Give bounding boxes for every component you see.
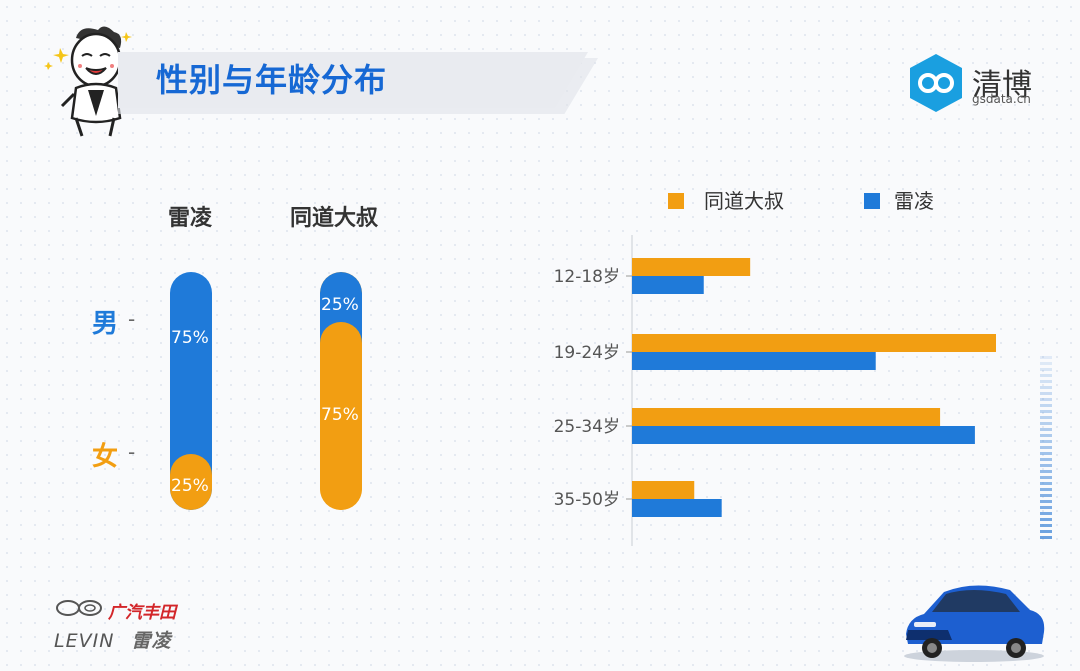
gender-bar-left-female xyxy=(170,454,212,510)
gender-right-male-value: 25% xyxy=(321,295,359,315)
stripe-12 xyxy=(1040,428,1052,431)
gender-left-female-value: 25% xyxy=(171,476,209,496)
gender-left-male-value: 75% xyxy=(171,328,209,348)
bar-tongdao-3 xyxy=(632,481,695,499)
stripe-2 xyxy=(1040,368,1052,371)
stripe-10 xyxy=(1040,416,1052,419)
stripe-17 xyxy=(1040,458,1052,461)
stripe-29 xyxy=(1040,530,1052,533)
bar-tongdao-2 xyxy=(632,408,941,426)
stripe-22 xyxy=(1040,488,1052,491)
gender-bar-left xyxy=(170,272,212,510)
logo-domain: gsdata.cn xyxy=(972,92,1031,106)
y-tick-label-3: 35-50岁 xyxy=(554,490,620,510)
stripe-15 xyxy=(1040,446,1052,449)
bar-leiling-1 xyxy=(632,352,876,370)
stripe-16 xyxy=(1040,452,1052,455)
y-tick-label-0: 12-18岁 xyxy=(554,267,620,287)
levin-en: LEVIN xyxy=(54,630,115,652)
stripe-7 xyxy=(1040,398,1052,401)
gender-col-left-label: 雷凌 xyxy=(168,206,213,231)
stripe-18 xyxy=(1040,464,1052,467)
stripe-14 xyxy=(1040,440,1052,443)
stripe-6 xyxy=(1040,392,1052,395)
y-tick-label-2: 25-34岁 xyxy=(554,417,620,437)
stripe-1 xyxy=(1040,362,1052,365)
brand-gac-toyota: 广汽丰田 xyxy=(108,603,176,623)
legend-label-a: 同道大叔 xyxy=(704,189,784,213)
gender-col-right-label: 同道大叔 xyxy=(290,206,379,231)
stripe-3 xyxy=(1040,374,1052,377)
stripe-13 xyxy=(1040,434,1052,437)
stripe-4 xyxy=(1040,380,1052,383)
female-dash: - xyxy=(128,440,136,464)
bar-leiling-2 xyxy=(632,426,975,444)
mascot-illustration xyxy=(44,26,138,137)
bar-leiling-3 xyxy=(632,499,722,517)
stripe-25 xyxy=(1040,506,1052,509)
title-band xyxy=(118,52,588,108)
gender-bar-right xyxy=(320,272,362,510)
stripe-9 xyxy=(1040,410,1052,413)
stripe-0 xyxy=(1040,356,1052,359)
male-label: 男 xyxy=(92,309,119,339)
stripe-20 xyxy=(1040,476,1052,479)
y-tick-label-1: 19-24岁 xyxy=(554,343,620,363)
bar-leiling-0 xyxy=(632,276,704,294)
stripe-23 xyxy=(1040,494,1052,497)
stripe-5 xyxy=(1040,386,1052,389)
bar-tongdao-1 xyxy=(632,334,996,352)
male-dash: - xyxy=(128,307,136,331)
legend-swatch-b xyxy=(864,193,880,209)
stripe-24 xyxy=(1040,500,1052,503)
stripe-21 xyxy=(1040,482,1052,485)
gender-right-female-value: 75% xyxy=(321,405,359,425)
age-bar-chart: 同道大叔 雷凌 12-18岁 19-24岁 25-34岁 35-50岁 xyxy=(554,189,996,546)
stripe-8 xyxy=(1040,404,1052,407)
stripe-11 xyxy=(1040,422,1052,425)
stripe-19 xyxy=(1040,470,1052,473)
stripe-30 xyxy=(1040,536,1052,539)
stripe-26 xyxy=(1040,512,1052,515)
bar-tongdao-0 xyxy=(632,258,751,276)
logo-name: 清博 xyxy=(972,68,1032,103)
page-title: 性别与年龄分布 xyxy=(156,61,388,99)
legend-swatch-a xyxy=(668,193,684,209)
legend-label-b: 雷凌 xyxy=(894,189,934,213)
brand-levin: LEVIN 雷凌 xyxy=(54,626,171,653)
toyota-gac-logo-icon xyxy=(56,600,102,616)
side-stripe-decoration xyxy=(1040,356,1052,539)
gender-bar-right-female xyxy=(320,322,362,510)
car-image xyxy=(904,585,1045,662)
female-label: 女 xyxy=(92,442,119,472)
gsdata-logo-icon xyxy=(910,54,962,112)
stripe-27 xyxy=(1040,518,1052,521)
levin-cn: 雷凌 xyxy=(131,630,172,652)
stripe-28 xyxy=(1040,524,1052,527)
